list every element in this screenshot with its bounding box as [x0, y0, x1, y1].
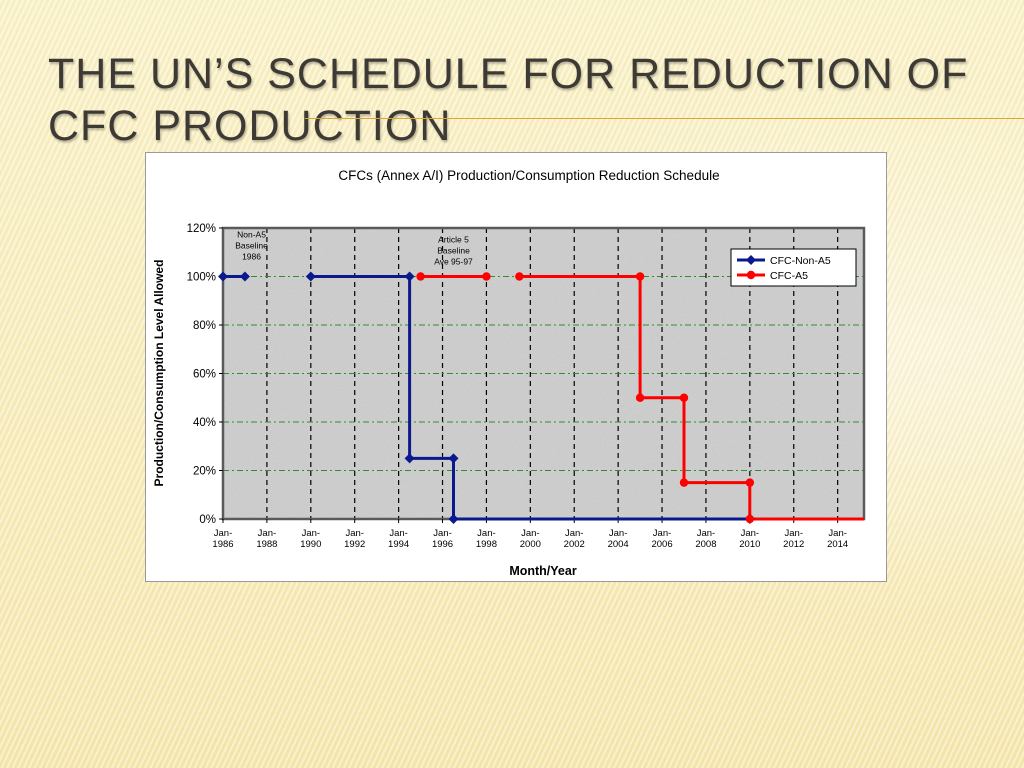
chart-title: CFCs (Annex A/I) Production/Consumption …: [338, 168, 719, 183]
y-tick-label: 80%: [193, 320, 216, 332]
x-tick-label: 1990: [300, 539, 321, 550]
x-tick-label: Jan-: [345, 528, 363, 539]
data-point: [448, 453, 459, 464]
x-tick-label: 2014: [827, 539, 848, 550]
y-axis-label: Production/Consumption Level Allowed: [152, 260, 166, 487]
x-tick-label: 1988: [256, 539, 277, 550]
data-point: [448, 514, 459, 524]
data-point: [745, 514, 755, 524]
legend-label: CFC-A5: [770, 270, 808, 282]
chart-annotation: Article 5 Baseline Ave 95-97: [434, 235, 473, 267]
x-tick-label: 1994: [388, 539, 409, 550]
data-point: [416, 272, 425, 281]
annotation-line: Baseline: [235, 241, 268, 251]
data-point: [404, 271, 415, 282]
data-point: [515, 272, 524, 281]
x-tick-label: Jan-: [302, 528, 320, 539]
x-tick-label: Jan-: [521, 528, 539, 539]
x-tick-label: 1996: [432, 539, 453, 550]
annotation-line: Ave 95-97: [434, 257, 473, 267]
data-point: [635, 272, 645, 281]
annotation-line: Article 5: [438, 235, 469, 245]
y-tick-label: 120%: [187, 223, 216, 235]
data-point: [218, 271, 228, 282]
x-tick-label: Jan-: [609, 528, 627, 539]
x-tick-label: 2008: [695, 539, 716, 550]
x-tick-label: Jan-: [828, 528, 846, 539]
x-tick-label: 2004: [608, 539, 629, 550]
annotation-line: Baseline: [437, 246, 470, 256]
x-tick-label: Jan-: [565, 528, 583, 539]
x-tick-label: Jan-: [433, 528, 451, 539]
plot-area: 0%20%40%60%80%100%120%Jan-1986Jan-1988Ja…: [187, 223, 866, 550]
x-tick-label: 1998: [476, 539, 497, 550]
x-tick-label: 1986: [212, 539, 233, 550]
data-point: [679, 478, 689, 487]
annotation-line: Non-A5: [237, 230, 266, 240]
x-tick-label: Jan-: [653, 528, 671, 539]
data-point: [482, 272, 491, 281]
x-tick-label: 2000: [520, 539, 541, 550]
chart: CFCs (Annex A/I) Production/Consumption …: [152, 168, 866, 578]
annotation-line: 1986: [242, 252, 261, 262]
x-axis-label: Month/Year: [509, 564, 577, 578]
x-tick-label: Jan-: [741, 528, 759, 539]
data-point: [239, 271, 250, 282]
x-tick-label: Jan-: [258, 528, 276, 539]
y-tick-label: 20%: [193, 466, 216, 478]
data-point: [305, 271, 316, 282]
legend-label: CFC-Non-A5: [770, 255, 831, 267]
series-line: [519, 275, 864, 521]
y-tick-label: 100%: [187, 272, 216, 284]
slide-title: The UN’s schedule for reduction of CFC p…: [48, 50, 969, 150]
x-tick-label: 2012: [783, 539, 804, 550]
data-point: [404, 453, 415, 464]
y-tick-label: 60%: [193, 369, 216, 381]
series-line: [310, 275, 750, 521]
x-tick-label: 2010: [739, 539, 760, 550]
y-tick-label: 40%: [193, 417, 216, 429]
data-point: [746, 255, 756, 265]
data-point: [635, 393, 645, 402]
legend-box: [730, 248, 857, 287]
x-tick-label: Jan-: [389, 528, 407, 539]
data-point: [746, 270, 756, 280]
x-tick-label: 2006: [651, 539, 672, 550]
x-tick-label: Jan-: [214, 528, 232, 539]
x-tick-label: 1992: [344, 539, 365, 550]
chart-frame: CFCs (Annex A/I) Production/Consumption …: [145, 152, 887, 582]
data-point: [679, 393, 689, 402]
x-tick-label: Jan-: [697, 528, 715, 539]
chart-annotation: Non-A5 Baseline 1986: [235, 230, 268, 262]
x-tick-label: 2002: [564, 539, 585, 550]
title-rule: [305, 118, 1024, 119]
data-point: [745, 478, 755, 487]
x-tick-label: Jan-: [785, 528, 803, 539]
y-tick-label: 0%: [199, 514, 216, 526]
x-tick-label: Jan-: [477, 528, 495, 539]
